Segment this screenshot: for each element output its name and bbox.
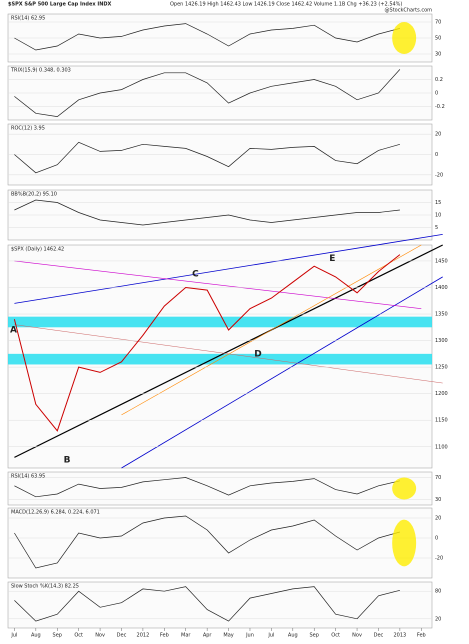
series-line <box>14 23 400 51</box>
panel-title: $SPX (Daily) 1462.42 <box>11 247 64 253</box>
y-tick-label: 20 <box>435 132 441 138</box>
y-tick-label: 30 <box>435 52 441 58</box>
annotation: A <box>10 325 17 335</box>
y-tick-label: 15 <box>435 200 441 206</box>
y-tick-label: 70 <box>435 475 441 481</box>
source: @StockCharts.com <box>385 8 433 14</box>
series-line <box>14 586 400 622</box>
panel-title: RSI(14) 63.95 <box>11 474 45 480</box>
y-tick-label: 1150 <box>435 418 448 424</box>
x-tick-label: Dec <box>374 633 384 639</box>
y-tick-label: 1350 <box>435 312 448 318</box>
panel-title: BB%B(20,2) 95.10 <box>11 192 57 198</box>
y-tick-label: -20 <box>435 556 443 562</box>
x-tick-label: Jun <box>245 633 254 639</box>
trend-line <box>14 324 443 384</box>
panel-title: ROC(12) 3.95 <box>11 126 45 132</box>
y-tick-label: 5 <box>435 225 438 231</box>
panel-frame <box>7 581 433 629</box>
series-line <box>14 69 401 117</box>
trend-line <box>14 260 422 310</box>
x-tick-label: Oct <box>74 633 83 639</box>
highlight <box>392 519 417 567</box>
support-band <box>8 316 432 328</box>
chart-subtitle: Open 1426.19 High 1462.43 Low 1426.19 Cl… <box>170 2 402 8</box>
series-line <box>14 199 400 226</box>
y-tick-label: 0 <box>435 91 438 97</box>
x-tick-label: Jul <box>10 633 17 639</box>
series-line <box>14 515 400 569</box>
panel-title: TRIX(15,9) 0.348, 0.303 <box>10 68 71 74</box>
annotation: D <box>254 349 261 359</box>
x-tick-label: Jul <box>267 633 274 639</box>
y-tick-label: 70 <box>435 20 441 26</box>
y-tick-label: 0 <box>435 152 438 158</box>
panel-frame <box>7 471 433 506</box>
x-tick-label: Aug <box>288 633 298 639</box>
trend-line <box>14 233 443 304</box>
y-tick-label: 1300 <box>435 338 448 344</box>
y-tick-label: 20 <box>435 616 441 622</box>
trend-line <box>14 244 443 458</box>
trend-line <box>121 276 443 469</box>
panel-title: Slow Stoch %K(14,3) 82.25 <box>11 584 79 590</box>
y-tick-label: 20 <box>435 516 441 522</box>
x-tick-label: Oct <box>331 633 340 639</box>
series-line <box>14 477 400 498</box>
x-tick-label: 2013 <box>394 633 407 639</box>
y-tick-label: 50 <box>435 36 441 42</box>
series-line <box>13 254 401 432</box>
panel-title: RSI(14) 62.95 <box>11 16 45 22</box>
x-tick-label: May <box>223 633 233 639</box>
y-tick-label: -0.2 <box>435 104 445 110</box>
highlight <box>392 22 417 54</box>
x-tick-label: Mar <box>181 633 191 639</box>
x-tick-label: Nov <box>95 633 105 639</box>
y-tick-label: 1400 <box>435 285 448 291</box>
x-tick-label: Sep <box>310 633 319 639</box>
x-tick-label: Aug <box>31 633 41 639</box>
y-tick-label: 30 <box>435 497 441 503</box>
y-tick-label: 0 <box>435 536 438 542</box>
x-tick-label: Apr <box>203 633 213 639</box>
y-tick-label: -20 <box>435 172 443 178</box>
y-tick-label: 1250 <box>435 365 448 371</box>
highlight <box>392 477 417 500</box>
y-tick-label: 1200 <box>435 391 448 397</box>
y-tick-label: 80 <box>435 589 441 595</box>
x-tick-label: Feb <box>160 633 169 639</box>
y-tick-label: 0.2 <box>435 77 443 83</box>
annotation: B <box>64 456 71 466</box>
x-tick-label: 2012 <box>137 633 150 639</box>
panel-frame <box>7 507 433 579</box>
chart-title: $SPX S&P 500 Large Cap Index INDX <box>8 2 112 8</box>
y-tick-label: 1450 <box>435 258 448 264</box>
panel-title: MACD(12,26,9) 6.284, 0.224, 6.071 <box>11 510 100 516</box>
x-tick-label: Feb <box>417 633 426 639</box>
x-tick-label: Dec <box>117 633 127 639</box>
series-line <box>14 141 400 174</box>
y-tick-label: 10 <box>435 213 441 219</box>
x-tick-label: Nov <box>352 633 362 639</box>
annotation: E <box>329 254 335 264</box>
annotation: C <box>192 270 199 280</box>
trend-line <box>121 244 422 416</box>
x-tick-label: Sep <box>53 633 62 639</box>
y-tick-label: 1100 <box>435 444 448 450</box>
